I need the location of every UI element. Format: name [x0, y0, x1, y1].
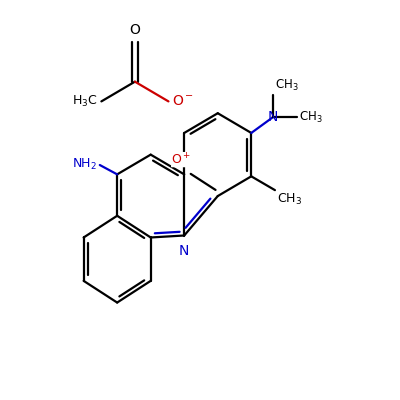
Text: NH$_2$: NH$_2$: [72, 157, 97, 172]
Text: O$^-$: O$^-$: [172, 94, 194, 108]
Text: CH$_3$: CH$_3$: [277, 192, 302, 207]
Text: O: O: [130, 24, 140, 38]
Text: CH$_3$: CH$_3$: [275, 78, 299, 94]
Text: N: N: [179, 244, 190, 258]
Text: CH$_3$: CH$_3$: [299, 110, 322, 125]
Text: H$_3$C: H$_3$C: [72, 94, 98, 109]
Text: N: N: [268, 110, 278, 124]
Text: O$^+$: O$^+$: [171, 152, 191, 167]
